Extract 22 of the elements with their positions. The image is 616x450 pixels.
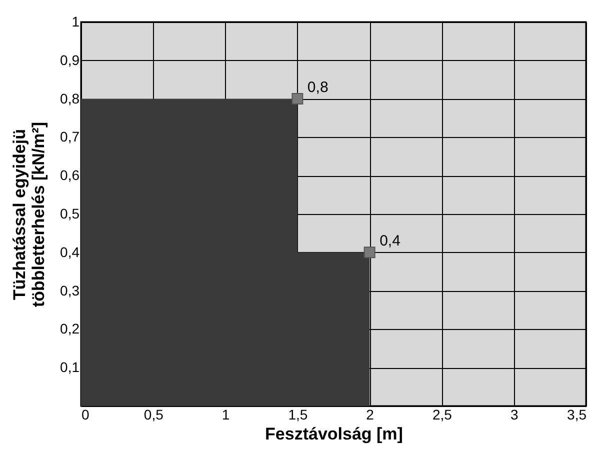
y-tick-label: 0,4 — [60, 244, 80, 260]
y-tick-label: 0,6 — [60, 167, 80, 184]
x-tick-label: 0 — [82, 406, 90, 422]
y-tick-label: 1 — [72, 14, 80, 30]
x-axis-title: Fesztávolság [m] — [265, 424, 403, 444]
data-label: 0,8 — [307, 78, 328, 96]
y-tick-label: 0,2 — [60, 320, 80, 337]
x-tick-label: 3,5 — [567, 406, 587, 422]
x-tick-label: 3 — [510, 406, 518, 422]
x-tick-label: 1 — [222, 406, 230, 422]
x-tick-label: 1,5 — [288, 406, 308, 422]
y-tick-label: 0,5 — [60, 206, 80, 222]
y-tick-label: 0,3 — [60, 282, 80, 298]
data-label: 0,4 — [380, 232, 400, 250]
y-axis-title: Tüzhatással egyidejü többletterhelés [kN/m²] — [10, 122, 48, 308]
x-tick-label: 2,5 — [432, 406, 452, 422]
y-tick-label: 0,7 — [60, 128, 80, 145]
x-tick-label: 0,5 — [144, 406, 164, 422]
x-tick-label: 2 — [366, 406, 374, 422]
y-tick-label: 0,1 — [60, 359, 80, 376]
y-tick-label: 0,9 — [60, 52, 80, 68]
y-tick-label: 0,8 — [60, 90, 80, 106]
